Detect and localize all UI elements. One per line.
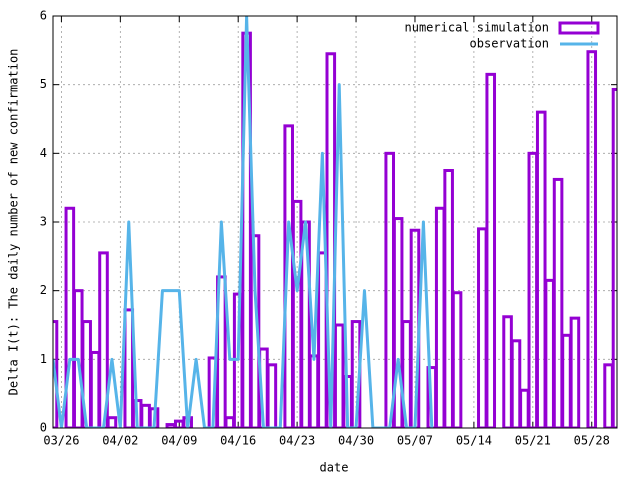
y-tick-label: 5 bbox=[40, 77, 47, 91]
bar bbox=[89, 350, 101, 428]
bar bbox=[552, 177, 564, 428]
bar bbox=[510, 339, 522, 428]
x-tick-label: 05/14 bbox=[456, 434, 492, 448]
legend-label: observation bbox=[470, 37, 549, 51]
line bbox=[53, 16, 434, 428]
x-axis-label: date bbox=[320, 461, 349, 475]
x-tick-label: 04/23 bbox=[279, 434, 315, 448]
bar bbox=[586, 50, 598, 428]
bar bbox=[123, 308, 135, 428]
plot-border bbox=[52, 15, 618, 429]
x-tick-label: 04/09 bbox=[161, 434, 197, 448]
bar bbox=[569, 316, 581, 428]
bar bbox=[308, 354, 320, 428]
bar bbox=[140, 403, 151, 428]
bar bbox=[434, 206, 446, 428]
x-tick-label: 05/07 bbox=[397, 434, 433, 448]
bar bbox=[165, 423, 177, 428]
y-tick-label: 0 bbox=[40, 421, 47, 435]
y-axis-label: Delta I(t): The daily number of new conf… bbox=[7, 49, 21, 396]
legend-label: numerical simulation bbox=[405, 21, 550, 35]
bar bbox=[64, 206, 76, 428]
y-tick-label: 6 bbox=[40, 9, 47, 23]
bar bbox=[603, 363, 614, 428]
bar bbox=[392, 217, 404, 428]
bar bbox=[519, 388, 530, 428]
bar bbox=[485, 72, 497, 428]
legend-swatch bbox=[558, 21, 600, 35]
x-tick-label: 04/02 bbox=[102, 434, 138, 448]
x-tick-label: 03/26 bbox=[43, 434, 79, 448]
bar bbox=[333, 323, 345, 428]
bar bbox=[98, 251, 109, 428]
y-tick-label: 2 bbox=[40, 283, 47, 297]
bar bbox=[502, 315, 513, 428]
bar bbox=[451, 291, 463, 428]
bar bbox=[224, 416, 236, 428]
bar bbox=[106, 416, 118, 428]
x-tick-label: 04/16 bbox=[220, 434, 256, 448]
bar bbox=[561, 333, 572, 428]
bar bbox=[477, 227, 488, 428]
x-tick-label: 05/21 bbox=[515, 434, 551, 448]
y-tick-label: 4 bbox=[40, 146, 47, 160]
bar bbox=[544, 278, 555, 428]
x-tick-label: 05/28 bbox=[574, 434, 610, 448]
y-tick-label: 3 bbox=[40, 215, 47, 229]
bar bbox=[291, 199, 303, 428]
bar bbox=[443, 169, 454, 428]
x-tick-label: 04/30 bbox=[338, 434, 374, 448]
y-tick-label: 1 bbox=[40, 352, 47, 366]
bar bbox=[535, 110, 547, 428]
bar bbox=[266, 363, 278, 428]
